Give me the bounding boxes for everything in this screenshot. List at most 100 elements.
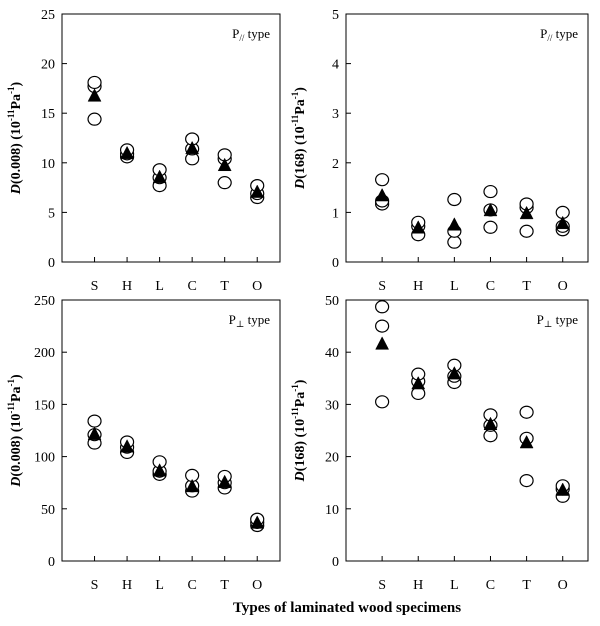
point-filled-triangle <box>87 88 102 102</box>
panel-annotation: P// type <box>232 26 270 43</box>
plot-frame <box>345 13 589 263</box>
plot-frame <box>61 13 281 263</box>
panel-annotation: P⊥ type <box>537 312 579 329</box>
point-filled-triangle <box>217 474 232 488</box>
x-tick-label: S <box>91 578 99 593</box>
y-tick-label: 100 <box>34 451 55 466</box>
x-tick-label: O <box>558 279 568 294</box>
x-tick-label: S <box>91 279 99 294</box>
y-tick-label: 10 <box>325 503 339 518</box>
point-filled-triangle <box>447 217 462 231</box>
point-filled-triangle <box>152 463 167 477</box>
x-tick-label: H <box>122 578 132 593</box>
y-tick-label: 250 <box>34 294 55 309</box>
point-filled-triangle <box>375 336 390 350</box>
y-tick-label: 0 <box>332 256 339 271</box>
point-open-circle <box>87 112 102 126</box>
x-tick-label: T <box>522 279 531 294</box>
point-open-circle <box>375 173 390 187</box>
x-tick-label: T <box>220 578 229 593</box>
point-filled-triangle <box>411 376 426 390</box>
point-filled-triangle <box>217 157 232 172</box>
point-filled-triangle <box>185 140 200 155</box>
x-tick-label: C <box>486 279 495 294</box>
point-open-circle <box>519 405 534 419</box>
point-open-circle <box>375 319 390 333</box>
panel-top-left: 0 5 10 15 20 25 S H L C T O P// type D(0.008) (10-11P… <box>6 8 281 294</box>
y-tick-label: 15 <box>41 107 55 122</box>
x-tick-label: H <box>122 279 132 294</box>
y-tick-label: 25 <box>41 8 55 23</box>
point-open-circle <box>447 192 462 207</box>
point-filled-triangle <box>250 515 265 529</box>
panel-bottom-right: 0 10 20 30 40 50 S H L C T O P⊥ type D(168) (10-11Pa-… <box>290 294 589 593</box>
y-tick-label: 40 <box>325 346 339 361</box>
point-open-circle <box>483 220 498 234</box>
x-tick-label: L <box>450 578 459 593</box>
x-tick-label: O <box>252 578 262 593</box>
point-open-circle <box>375 395 390 409</box>
x-tick-label: L <box>155 279 164 294</box>
x-tick-label: C <box>187 279 196 294</box>
point-filled-triangle <box>87 426 102 440</box>
point-filled-triangle <box>185 478 200 493</box>
x-tick-label: C <box>486 578 495 593</box>
y-axis-label: D(0.008) (10-11Pa-1) <box>6 374 24 488</box>
panel-annotation: P⊥ type <box>229 312 271 329</box>
point-open-circle <box>375 300 390 314</box>
y-tick-label: 30 <box>325 398 339 413</box>
y-tick-label: 4 <box>332 58 339 73</box>
point-open-circle <box>87 75 102 90</box>
y-tick-label: 0 <box>332 555 339 570</box>
y-tick-label: 3 <box>332 107 339 122</box>
y-tick-label: 200 <box>34 346 55 361</box>
x-tick-label: O <box>558 578 568 593</box>
y-axis-label: D(0.008) (10-11Pa-1) <box>6 81 24 195</box>
point-filled-triangle <box>447 366 462 380</box>
plot-frame <box>345 299 589 562</box>
point-open-circle <box>483 184 498 199</box>
x-axis-title: Types of laminated wood specimens <box>233 600 461 616</box>
point-open-circle <box>217 176 232 190</box>
plot-frame <box>61 299 281 562</box>
point-filled-triangle <box>250 184 265 198</box>
point-filled-triangle <box>483 202 498 217</box>
x-tick-label: O <box>252 279 262 294</box>
y-tick-label: 0 <box>48 256 55 271</box>
point-filled-triangle <box>411 220 426 234</box>
x-tick-label: S <box>378 279 386 294</box>
x-tick-label: H <box>413 279 423 294</box>
y-tick-label: 50 <box>325 294 339 309</box>
y-tick-label: 20 <box>325 451 339 466</box>
point-filled-triangle <box>519 205 534 220</box>
x-tick-label: L <box>155 578 164 593</box>
x-tick-label: L <box>450 279 459 294</box>
y-axis-label: D(168) (10-11Pa-1) <box>290 379 308 482</box>
x-tick-label: T <box>522 578 531 593</box>
y-tick-label: 5 <box>48 206 55 221</box>
x-tick-label: H <box>413 578 423 593</box>
y-tick-label: 20 <box>41 58 55 73</box>
y-tick-label: 0 <box>48 555 55 570</box>
y-tick-label: 150 <box>34 398 55 413</box>
point-filled-triangle <box>483 416 498 431</box>
panel-annotation: P// type <box>540 26 578 43</box>
y-tick-label: 10 <box>41 157 55 172</box>
point-open-circle <box>87 414 102 428</box>
point-open-circle <box>519 224 534 238</box>
x-tick-label: T <box>220 279 229 294</box>
point-filled-triangle <box>555 482 570 496</box>
point-filled-triangle <box>519 434 534 449</box>
panel-bottom-left: 0 50 100 150 200 250 S H L C T O P⊥ type D(0.008) (10… <box>6 294 281 593</box>
panel-top-right: 0 1 2 3 4 5 S H L C T O P// type D(168) (10-11Pa-1) <box>290 8 589 294</box>
point-filled-triangle <box>120 145 134 160</box>
point-open-circle <box>519 474 534 488</box>
x-tick-label: C <box>187 578 196 593</box>
point-filled-triangle <box>120 439 134 453</box>
point-open-circle <box>447 235 462 249</box>
point-filled-triangle <box>555 215 570 230</box>
y-axis-label: D(168) (10-11Pa-1) <box>290 87 308 190</box>
x-tick-label: S <box>378 578 386 593</box>
y-tick-label: 2 <box>332 157 339 172</box>
